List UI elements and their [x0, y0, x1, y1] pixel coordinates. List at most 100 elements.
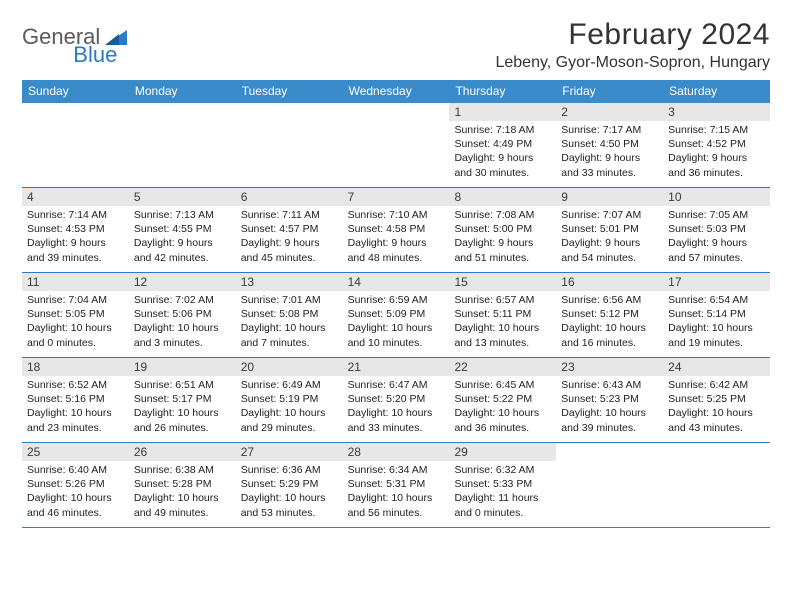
sunrise-text: Sunrise: 7:18 AM [454, 123, 552, 137]
weekday-thursday: Thursday [449, 80, 556, 103]
day-number: 8 [449, 188, 556, 206]
day-body: Sunrise: 6:51 AMSunset: 5:17 PMDaylight:… [129, 376, 236, 442]
day-number [556, 443, 663, 460]
sunset-text: Sunset: 5:17 PM [134, 392, 232, 406]
sunrise-text: Sunrise: 6:45 AM [454, 378, 552, 392]
day-number: 6 [236, 188, 343, 206]
day-cell: 5Sunrise: 7:13 AMSunset: 4:55 PMDaylight… [129, 188, 236, 272]
sunset-text: Sunset: 5:29 PM [241, 477, 339, 491]
daylight-text: Daylight: 10 hours and 29 minutes. [241, 406, 339, 434]
sunset-text: Sunset: 4:55 PM [134, 222, 232, 236]
day-number: 28 [343, 443, 450, 461]
sunrise-text: Sunrise: 7:01 AM [241, 293, 339, 307]
daylight-text: Daylight: 9 hours and 39 minutes. [27, 236, 125, 264]
day-body: Sunrise: 7:15 AMSunset: 4:52 PMDaylight:… [663, 121, 770, 187]
day-cell: 14Sunrise: 6:59 AMSunset: 5:09 PMDayligh… [343, 273, 450, 357]
daylight-text: Daylight: 10 hours and 10 minutes. [348, 321, 446, 349]
day-body: Sunrise: 6:57 AMSunset: 5:11 PMDaylight:… [449, 291, 556, 357]
header: General Blue February 2024 Lebeny, Gyor-… [22, 18, 770, 72]
day-cell-empty [663, 443, 770, 527]
daylight-text: Daylight: 10 hours and 3 minutes. [134, 321, 232, 349]
daylight-text: Daylight: 10 hours and 0 minutes. [27, 321, 125, 349]
sunset-text: Sunset: 4:57 PM [241, 222, 339, 236]
day-number [663, 443, 770, 460]
day-cell: 11Sunrise: 7:04 AMSunset: 5:05 PMDayligh… [22, 273, 129, 357]
day-number: 10 [663, 188, 770, 206]
day-number: 25 [22, 443, 129, 461]
day-body: Sunrise: 7:01 AMSunset: 5:08 PMDaylight:… [236, 291, 343, 357]
day-number: 29 [449, 443, 556, 461]
day-body: Sunrise: 7:17 AMSunset: 4:50 PMDaylight:… [556, 121, 663, 187]
daylight-text: Daylight: 9 hours and 54 minutes. [561, 236, 659, 264]
day-number: 9 [556, 188, 663, 206]
sunrise-text: Sunrise: 7:11 AM [241, 208, 339, 222]
sunset-text: Sunset: 5:11 PM [454, 307, 552, 321]
day-body: Sunrise: 6:52 AMSunset: 5:16 PMDaylight:… [22, 376, 129, 442]
day-cell: 10Sunrise: 7:05 AMSunset: 5:03 PMDayligh… [663, 188, 770, 272]
sunset-text: Sunset: 5:16 PM [27, 392, 125, 406]
location-label: Lebeny, Gyor-Moson-Sopron, Hungary [495, 54, 770, 72]
day-cell: 4Sunrise: 7:14 AMSunset: 4:53 PMDaylight… [22, 188, 129, 272]
day-body: Sunrise: 7:10 AMSunset: 4:58 PMDaylight:… [343, 206, 450, 272]
sunset-text: Sunset: 5:12 PM [561, 307, 659, 321]
day-body: Sunrise: 7:07 AMSunset: 5:01 PMDaylight:… [556, 206, 663, 272]
brand-logo: General Blue [22, 18, 175, 50]
week-row: 11Sunrise: 7:04 AMSunset: 5:05 PMDayligh… [22, 273, 770, 358]
day-body [129, 120, 236, 187]
day-body: Sunrise: 7:05 AMSunset: 5:03 PMDaylight:… [663, 206, 770, 272]
day-body [343, 120, 450, 187]
sunset-text: Sunset: 5:03 PM [668, 222, 766, 236]
day-body: Sunrise: 7:14 AMSunset: 4:53 PMDaylight:… [22, 206, 129, 272]
sunrise-text: Sunrise: 7:10 AM [348, 208, 446, 222]
weekday-tuesday: Tuesday [236, 80, 343, 103]
daylight-text: Daylight: 10 hours and 46 minutes. [27, 491, 125, 519]
day-cell: 2Sunrise: 7:17 AMSunset: 4:50 PMDaylight… [556, 103, 663, 187]
day-body: Sunrise: 6:42 AMSunset: 5:25 PMDaylight:… [663, 376, 770, 442]
day-body [556, 460, 663, 527]
daylight-text: Daylight: 10 hours and 13 minutes. [454, 321, 552, 349]
week-row: 1Sunrise: 7:18 AMSunset: 4:49 PMDaylight… [22, 103, 770, 188]
day-body: Sunrise: 6:49 AMSunset: 5:19 PMDaylight:… [236, 376, 343, 442]
day-cell: 22Sunrise: 6:45 AMSunset: 5:22 PMDayligh… [449, 358, 556, 442]
daylight-text: Daylight: 9 hours and 48 minutes. [348, 236, 446, 264]
day-body [236, 120, 343, 187]
day-body: Sunrise: 6:38 AMSunset: 5:28 PMDaylight:… [129, 461, 236, 527]
sunset-text: Sunset: 5:22 PM [454, 392, 552, 406]
day-cell: 24Sunrise: 6:42 AMSunset: 5:25 PMDayligh… [663, 358, 770, 442]
day-number: 11 [22, 273, 129, 291]
day-number [22, 103, 129, 120]
sunrise-text: Sunrise: 7:04 AM [27, 293, 125, 307]
day-body: Sunrise: 6:32 AMSunset: 5:33 PMDaylight:… [449, 461, 556, 527]
day-number [129, 103, 236, 120]
day-cell: 13Sunrise: 7:01 AMSunset: 5:08 PMDayligh… [236, 273, 343, 357]
sunrise-text: Sunrise: 6:59 AM [348, 293, 446, 307]
day-number: 1 [449, 103, 556, 121]
day-body [663, 460, 770, 527]
day-cell-empty [236, 103, 343, 187]
sunset-text: Sunset: 5:25 PM [668, 392, 766, 406]
sunset-text: Sunset: 4:49 PM [454, 137, 552, 151]
day-body: Sunrise: 6:40 AMSunset: 5:26 PMDaylight:… [22, 461, 129, 527]
day-cell: 28Sunrise: 6:34 AMSunset: 5:31 PMDayligh… [343, 443, 450, 527]
sunrise-text: Sunrise: 7:05 AM [668, 208, 766, 222]
day-body: Sunrise: 6:34 AMSunset: 5:31 PMDaylight:… [343, 461, 450, 527]
sunset-text: Sunset: 4:52 PM [668, 137, 766, 151]
sunrise-text: Sunrise: 7:14 AM [27, 208, 125, 222]
weeks-container: 1Sunrise: 7:18 AMSunset: 4:49 PMDaylight… [22, 103, 770, 528]
day-body: Sunrise: 7:02 AMSunset: 5:06 PMDaylight:… [129, 291, 236, 357]
day-cell: 15Sunrise: 6:57 AMSunset: 5:11 PMDayligh… [449, 273, 556, 357]
daylight-text: Daylight: 11 hours and 0 minutes. [454, 491, 552, 519]
day-body: Sunrise: 6:47 AMSunset: 5:20 PMDaylight:… [343, 376, 450, 442]
weekday-friday: Friday [556, 80, 663, 103]
day-body: Sunrise: 7:18 AMSunset: 4:49 PMDaylight:… [449, 121, 556, 187]
sunrise-text: Sunrise: 6:40 AM [27, 463, 125, 477]
sunset-text: Sunset: 4:58 PM [348, 222, 446, 236]
sunrise-text: Sunrise: 6:32 AM [454, 463, 552, 477]
day-body: Sunrise: 6:43 AMSunset: 5:23 PMDaylight:… [556, 376, 663, 442]
sunset-text: Sunset: 4:50 PM [561, 137, 659, 151]
sunrise-text: Sunrise: 7:02 AM [134, 293, 232, 307]
day-cell: 20Sunrise: 6:49 AMSunset: 5:19 PMDayligh… [236, 358, 343, 442]
sunrise-text: Sunrise: 6:36 AM [241, 463, 339, 477]
daylight-text: Daylight: 9 hours and 45 minutes. [241, 236, 339, 264]
day-number: 20 [236, 358, 343, 376]
